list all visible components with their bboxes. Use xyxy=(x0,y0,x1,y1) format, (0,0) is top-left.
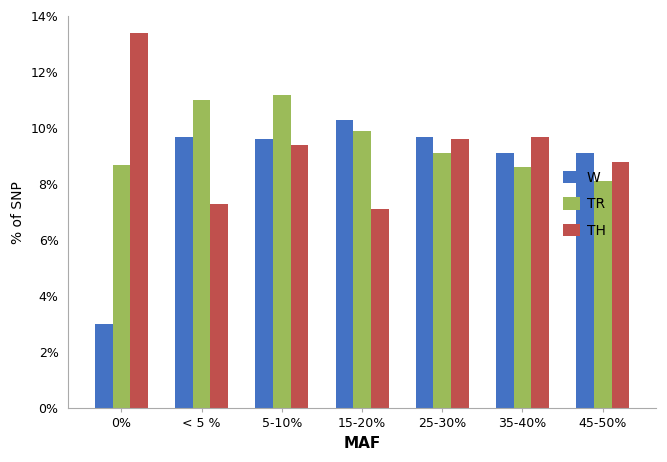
Bar xyxy=(496,153,514,408)
Bar xyxy=(354,131,371,408)
Y-axis label: % of SNP: % of SNP xyxy=(11,181,25,243)
Bar xyxy=(336,120,354,408)
Bar xyxy=(193,100,211,408)
X-axis label: MAF: MAF xyxy=(344,436,381,451)
Bar xyxy=(130,33,148,408)
Bar xyxy=(451,140,469,408)
Bar xyxy=(273,95,291,408)
Bar xyxy=(514,167,532,408)
Bar xyxy=(211,204,228,408)
Bar xyxy=(175,137,193,408)
Bar xyxy=(291,145,308,408)
Bar xyxy=(532,137,549,408)
Bar xyxy=(416,137,434,408)
Bar xyxy=(576,153,594,408)
Bar xyxy=(434,153,451,408)
Bar xyxy=(113,164,130,408)
Bar xyxy=(594,182,612,408)
Bar xyxy=(612,162,629,408)
Legend: W, TR, TH: W, TR, TH xyxy=(563,171,606,238)
Bar xyxy=(255,140,273,408)
Bar xyxy=(95,324,113,408)
Bar xyxy=(371,209,389,408)
